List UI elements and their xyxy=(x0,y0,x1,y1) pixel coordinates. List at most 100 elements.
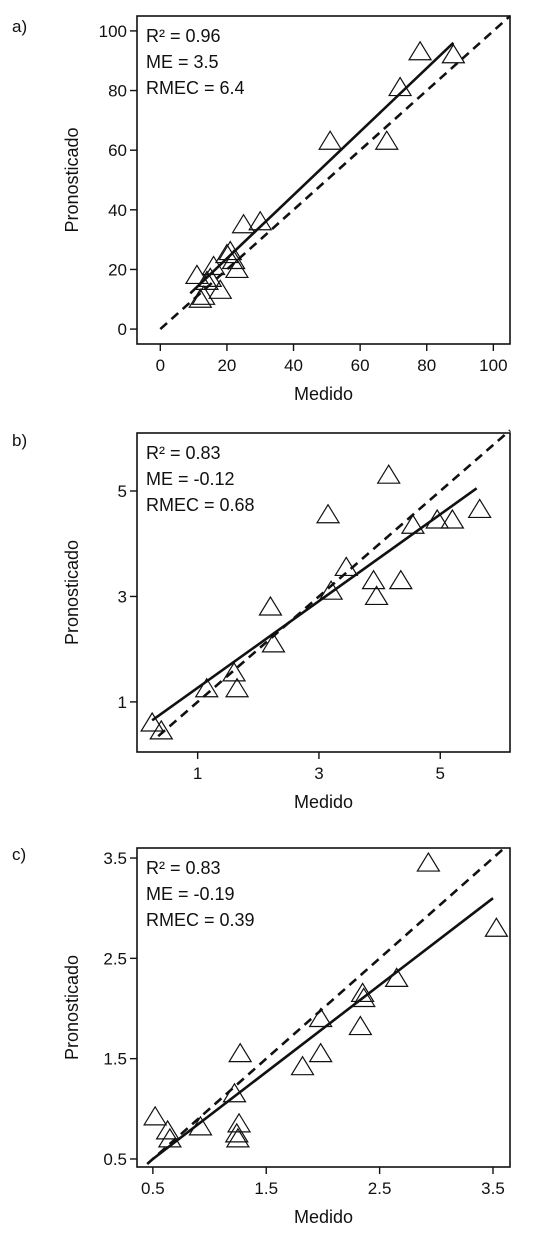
panel-label: b) xyxy=(12,431,27,450)
data-point xyxy=(221,661,247,682)
y-tick-label: 40 xyxy=(108,201,127,220)
x-tick-label: 1.5 xyxy=(254,1179,278,1198)
data-point xyxy=(226,1112,252,1133)
x-tick-label: 20 xyxy=(217,356,236,375)
data-point xyxy=(364,585,389,606)
data-point xyxy=(308,1042,333,1063)
stat-annotation: R² = 0.83 xyxy=(146,443,221,463)
x-tick-label: 2.5 xyxy=(368,1179,392,1198)
data-point xyxy=(290,1055,315,1076)
data-point xyxy=(388,569,413,590)
identity-line xyxy=(157,429,511,738)
data-point xyxy=(221,249,246,270)
stat-annotation: ME = 3.5 xyxy=(146,52,219,72)
y-tick-label: 80 xyxy=(108,82,127,101)
x-tick-label: 40 xyxy=(284,356,303,375)
y-tick-label: 0.5 xyxy=(103,1150,127,1169)
x-tick-label: 0 xyxy=(156,356,165,375)
y-tick-label: 5 xyxy=(118,482,127,501)
y-tick-label: 2.5 xyxy=(103,949,127,968)
stat-annotation: RMEC = 0.68 xyxy=(146,495,255,515)
stat-annotation: ME = -0.19 xyxy=(146,884,235,904)
data-point xyxy=(361,569,386,590)
data-point xyxy=(225,1127,250,1148)
data-point xyxy=(155,1119,180,1140)
data-point xyxy=(319,580,344,600)
stat-annotation: RMEC = 6.4 xyxy=(146,78,245,98)
data-point xyxy=(228,1042,253,1063)
data-point xyxy=(191,285,216,305)
stat-annotation: ME = -0.12 xyxy=(146,469,235,489)
plot-frame xyxy=(136,432,511,753)
regression-line xyxy=(152,897,494,1161)
data-point xyxy=(348,1015,373,1036)
data-point xyxy=(318,130,343,150)
data-point xyxy=(308,1007,333,1028)
stat-annotation: RMEC = 0.39 xyxy=(146,910,255,930)
x-axis-label: Medido xyxy=(294,1207,353,1227)
data-point xyxy=(208,279,233,299)
data-point xyxy=(143,1105,168,1126)
data-point xyxy=(222,1082,247,1103)
y-tick-label: 60 xyxy=(108,141,127,160)
data-point xyxy=(157,1127,182,1148)
data-point xyxy=(258,595,283,616)
data-point xyxy=(224,1122,249,1143)
x-tick-label: 3.5 xyxy=(481,1179,505,1198)
stat-annotation: R² = 0.83 xyxy=(146,858,221,878)
data-point xyxy=(408,40,433,61)
y-tick-label: 3 xyxy=(118,587,127,606)
y-axis-label: Pronosticado xyxy=(62,540,82,645)
stat-annotation: R² = 0.96 xyxy=(146,26,221,46)
identity-line xyxy=(146,847,506,1165)
y-tick-label: 20 xyxy=(108,260,127,279)
data-point xyxy=(194,677,219,698)
data-point xyxy=(484,917,509,937)
data-point xyxy=(440,508,465,529)
data-point xyxy=(400,514,426,534)
data-point xyxy=(425,508,450,529)
x-tick-label: 60 xyxy=(351,356,370,375)
data-point xyxy=(351,987,376,1008)
data-point xyxy=(388,76,413,97)
y-tick-label: 3.5 xyxy=(103,849,127,868)
data-point xyxy=(194,270,220,290)
data-point xyxy=(467,498,492,519)
y-axis-label: Pronosticado xyxy=(62,955,82,1060)
data-point xyxy=(201,255,226,276)
plot-frame xyxy=(136,847,511,1168)
data-point xyxy=(218,240,243,261)
identity-line xyxy=(159,15,511,331)
regression-line xyxy=(151,487,478,722)
chart-panel-2: b) 1 3 5 1 3 5 Medido Pronosticado R² = 0.83 ME = … xyxy=(12,429,511,812)
data-point xyxy=(261,632,286,653)
data-point xyxy=(416,851,441,872)
y-axis-label: Pronosticado xyxy=(62,127,82,232)
panel-label: c) xyxy=(12,845,26,864)
data-point xyxy=(149,719,174,740)
data-point xyxy=(231,213,256,234)
x-tick-label: 3 xyxy=(314,764,323,783)
panel-label: a) xyxy=(12,17,27,36)
x-tick-label: 100 xyxy=(479,356,507,375)
x-tick-label: 1 xyxy=(193,764,202,783)
x-axis-label: Medido xyxy=(294,792,353,812)
data-point xyxy=(374,130,399,150)
x-axis-label: Medido xyxy=(294,384,353,404)
data-point xyxy=(225,677,250,698)
y-tick-label: 0 xyxy=(118,320,127,339)
data-point xyxy=(188,288,213,308)
data-point xyxy=(248,210,273,231)
x-tick-label: 80 xyxy=(417,356,436,375)
y-tick-label: 1.5 xyxy=(103,1050,127,1069)
plot-frame xyxy=(136,15,511,345)
data-point xyxy=(384,967,409,988)
data-point xyxy=(140,711,165,732)
chart-panel-3: c) 0.5 1.5 2.5 3.5 0.5 1.5 2.5 3.5 Medido Pronosti… xyxy=(12,845,511,1227)
data-point xyxy=(334,556,359,577)
data-point xyxy=(188,1115,213,1136)
data-point xyxy=(441,43,466,64)
data-point xyxy=(376,464,401,484)
data-point xyxy=(315,503,341,524)
